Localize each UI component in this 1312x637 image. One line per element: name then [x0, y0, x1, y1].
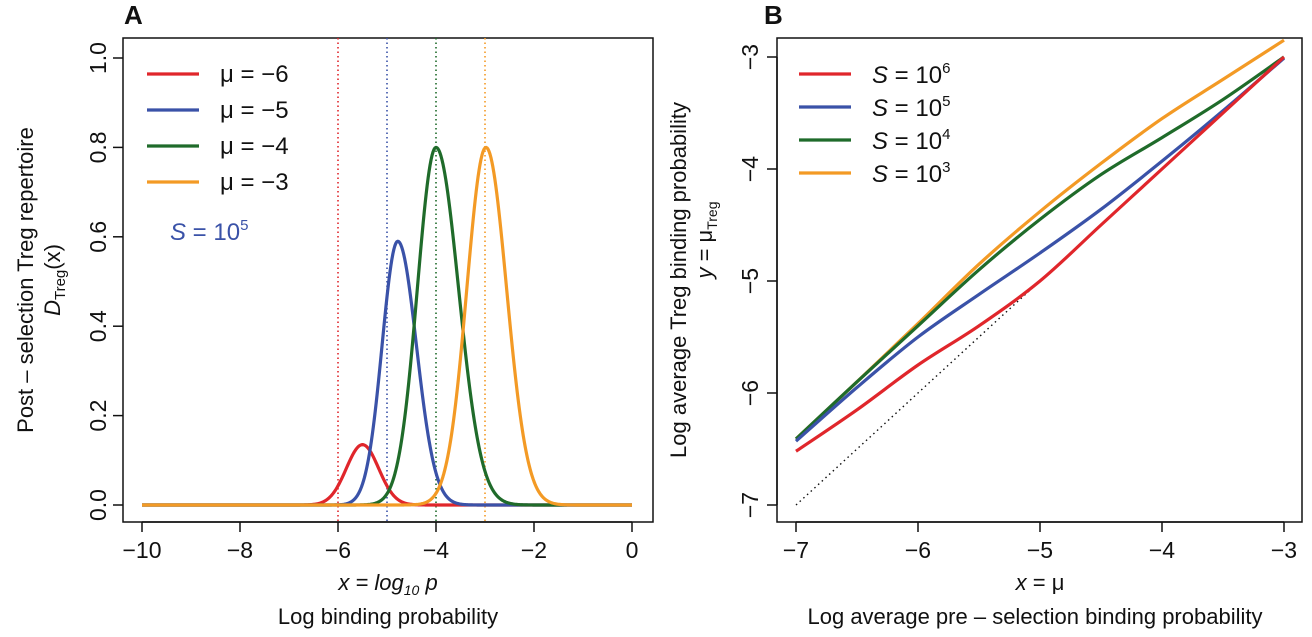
panel-b-legend-label: S = 103 [872, 159, 950, 188]
panel-b-curve-group [794, 38, 1286, 506]
panel-b-legend: S = 106 S = 105 S = 104 S = 103 [799, 60, 950, 188]
panel-b-curve [794, 55, 1285, 441]
panel-b-x-label: Log average pre – selection binding prob… [808, 604, 1263, 629]
panel-a-x-tick-label: −6 [325, 537, 351, 563]
panel-b-y-tick-label: −5 [737, 268, 763, 294]
panel-a-y-tick-label: 0.8 [85, 131, 111, 163]
panel-a-legend: μ = −6 μ = −5 μ = −4 μ = −3 [147, 61, 289, 196]
panel-a-legend-label: μ = −6 [220, 61, 289, 88]
panel-a-legend-label: μ = −5 [220, 97, 289, 124]
panel-a-y-tick-label: 0.6 [85, 221, 111, 253]
panel-b-y-label-math: y = μTreg [692, 201, 720, 280]
panel-a-y-label: Post – selection Treg repertoire [13, 127, 38, 433]
panel-b-chart: −7 −6 −5 −4 −3 −7 −6 −5 −4 −3 x = μ Log average … [666, 37, 1303, 629]
panel-a-x-tick-label: −2 [521, 537, 547, 563]
panel-a-x-axis: −10 −8 −6 −4 −2 0 [122, 521, 639, 563]
panel-b-y-tick-label: −3 [737, 44, 763, 70]
panel-a-x-label: Log binding probability [278, 604, 498, 629]
panel-a-y-tick-label: 0.2 [85, 400, 111, 432]
panel-label-a: A [124, 0, 143, 30]
panel-b-x-tick-label: −7 [783, 537, 809, 563]
panel-a-curves [141, 145, 633, 507]
panel-b-x-axis: −7 −6 −5 −4 −3 [783, 521, 1297, 563]
panel-b-curve [794, 56, 1286, 443]
panel-b-curve [794, 38, 1285, 441]
panel-a-y-tick-label: 0.4 [85, 310, 111, 342]
panel-b-curves [794, 38, 1286, 506]
panel-b-y-tick-label: −4 [737, 156, 763, 182]
panel-a-curve [141, 239, 633, 507]
panel-b-x-tick-label: −4 [1149, 537, 1175, 563]
panel-b-x-tick-label: −5 [1027, 537, 1053, 563]
panel-a-x-tick-label: 0 [626, 537, 639, 563]
panel-a-x-label-math: x = log10 p [337, 570, 437, 598]
panel-b-legend-label: S = 104 [872, 126, 950, 155]
panel-b-x-tick-label: −3 [1271, 537, 1297, 563]
panel-b-curve [795, 55, 1286, 453]
panel-b-x-label-math: x = μ [1015, 570, 1065, 595]
panel-a-y-tick-label: 1.0 [85, 42, 111, 74]
panel-a-reference-lines [337, 38, 486, 522]
panel-a-y-tick-label: 0.0 [85, 489, 111, 521]
panel-a-x-tick-label: −4 [423, 537, 449, 563]
panel-a-legend-label: μ = −4 [220, 133, 289, 160]
panel-b-legend-label: S = 105 [872, 93, 950, 122]
panel-b-y-label: Log average Treg binding probability [666, 102, 691, 458]
panel-a-annotation: S = 105 [170, 217, 248, 246]
panel-b-x-tick-label: −6 [905, 537, 931, 563]
panel-a-x-tick-label: −8 [227, 537, 253, 563]
panel-a-legend-label: μ = −3 [220, 169, 289, 196]
panel-a-curve [141, 145, 633, 507]
panel-label-b: B [764, 0, 783, 30]
panel-a-chart: −10 −8 −6 −4 −2 0 0.0 0.2 0.4 0.6 0.8 1.0 x = log1… [13, 37, 654, 629]
panel-a-y-axis: 0.0 0.2 0.4 0.6 0.8 1.0 [85, 42, 123, 521]
panel-b-y-axis: −7 −6 −5 −4 −3 [737, 44, 778, 518]
panel-b-y-tick-label: −6 [737, 380, 763, 406]
panel-a-y-label-math: DTreg(x) [40, 244, 69, 316]
panel-a-x-tick-label: −10 [122, 537, 161, 563]
panel-b-legend-label: S = 106 [872, 60, 950, 89]
panel-b-y-tick-label: −7 [737, 492, 763, 518]
